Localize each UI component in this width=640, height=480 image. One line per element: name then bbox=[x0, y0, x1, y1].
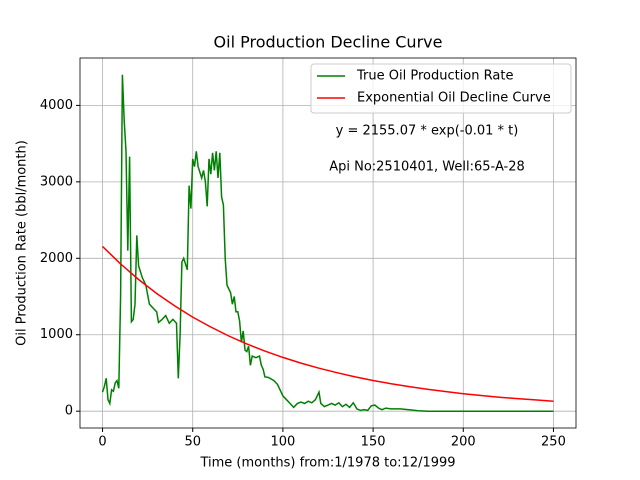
legend-label: Exponential Oil Decline Curve bbox=[357, 91, 551, 106]
chart-title: Oil Production Decline Curve bbox=[214, 33, 443, 52]
legend-label: True Oil Production Rate bbox=[356, 69, 513, 84]
legend-box bbox=[310, 63, 572, 114]
x-axis-label: Time (months) from:1/1978 to:12/1999 bbox=[199, 456, 455, 471]
x-tick-label: 150 bbox=[361, 435, 386, 450]
y-tick-label: 0 bbox=[65, 404, 73, 419]
annotation: Api No:2510401, Well:65-A-28 bbox=[329, 160, 525, 175]
x-tick-label: 0 bbox=[98, 435, 106, 450]
x-tick-label: 100 bbox=[270, 435, 295, 450]
y-tick-label: 2000 bbox=[40, 251, 73, 266]
annotation: y = 2155.07 * exp(-0.01 * t) bbox=[336, 124, 519, 139]
x-tick-label: 250 bbox=[541, 435, 566, 450]
y-tick-label: 3000 bbox=[40, 174, 73, 189]
y-tick-label: 1000 bbox=[40, 327, 73, 342]
y-axis-label: Oil Production Rate (bbl/month) bbox=[15, 140, 30, 346]
line bbox=[101, 74, 554, 412]
plot-frame bbox=[79, 57, 577, 429]
x-tick-label: 50 bbox=[184, 435, 201, 450]
x-tick-label: 200 bbox=[451, 435, 476, 450]
y-tick-label: 4000 bbox=[40, 98, 73, 113]
line bbox=[101, 245, 554, 402]
